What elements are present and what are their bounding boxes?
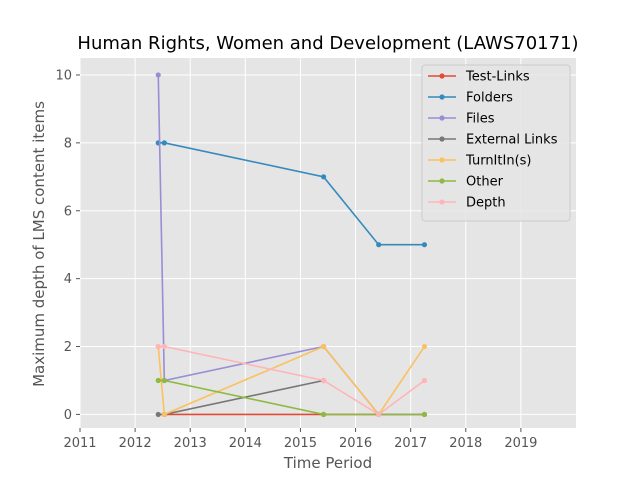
data-point-folders [376,242,382,248]
x-tick-label: 2017 [394,436,427,451]
legend-item-external-links: External Links [428,133,558,148]
x-tick-label: 2011 [63,436,96,451]
x-tick-label: 2019 [504,436,537,451]
legend-marker [439,199,445,205]
legend-label: Files [466,112,495,127]
series-folders [155,140,428,248]
data-point-folders [161,140,167,146]
legend-marker [439,178,445,184]
legend-item-test-links: Test-Links [428,70,530,85]
data-point-turnitin-s [161,411,167,418]
legend-marker [439,157,445,163]
series-layer [155,72,428,418]
data-point-depth [320,377,327,384]
chart-title: Human Rights, Women and Development (LAW… [77,33,578,54]
x-tick-label: 2014 [229,436,262,451]
legend-marker [439,115,445,121]
data-point-depth [421,377,428,384]
legend-item-turnitin-s: TurnItIn(s) [428,154,531,169]
y-tick-label: 10 [55,68,72,83]
legend-item-depth: Depth [428,196,506,211]
x-tick-label: 2018 [449,436,482,451]
legend-box [421,64,571,222]
series-other [155,377,428,418]
legend-label: TurnItIn(s) [465,154,531,169]
data-point-other [421,411,428,418]
y-tick-label: 0 [64,408,72,423]
x-axis-label: Time Period [283,454,372,472]
x-tick-label: 2015 [284,436,317,451]
data-point-files [155,72,161,78]
legend-label: Depth [466,196,506,211]
data-point-folders [421,242,428,248]
legend: Test-Links Folders Files External Links Turn… [421,64,571,222]
legend-label: Test-Links [465,70,530,85]
legend-label: External Links [466,133,558,148]
data-point-depth [155,343,161,350]
data-point-other [320,411,327,418]
legend-marker [439,136,445,142]
data-point-turnitin-s [421,343,428,350]
y-tick-label: 8 [64,136,72,151]
data-point-other [161,377,167,384]
x-tick-label: 2013 [174,436,207,451]
y-tick-label: 4 [64,272,72,287]
legend-marker [439,73,445,79]
series-depth [155,343,428,418]
legend-label: Other [466,175,504,190]
y-tick-label: 2 [64,340,72,355]
legend-item-other: Other [428,175,504,190]
data-point-depth [376,411,382,418]
data-point-other [155,377,161,384]
y-axis-label: Maximum depth of LMS content items [30,101,48,387]
data-point-external-links [155,411,161,418]
y-axis-ticks: 0 2 4 6 8 10 [55,68,80,423]
legend-item-files: Files [428,112,495,127]
y-tick-label: 6 [64,204,72,219]
x-tick-label: 2016 [339,436,372,451]
x-tick-label: 2012 [119,436,152,451]
data-point-depth [161,343,167,350]
data-point-turnitin-s [320,343,327,350]
x-axis-ticks: 2011 2012 2013 2014 2015 2016 2017 2018 2019 [63,428,537,451]
data-point-folders [320,174,327,180]
legend-item-folders: Folders [428,91,513,106]
legend-marker [439,94,445,100]
legend-label: Folders [466,91,513,106]
